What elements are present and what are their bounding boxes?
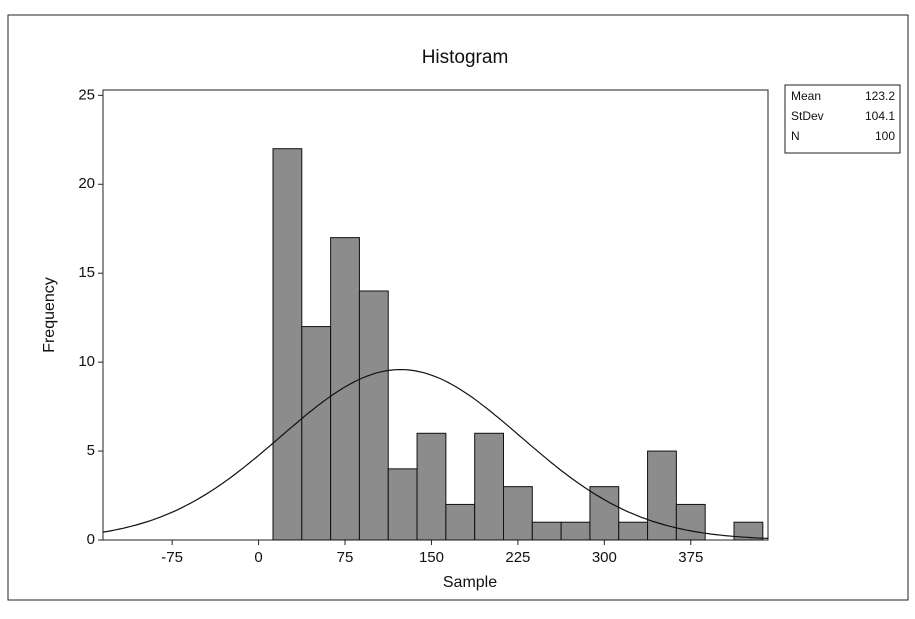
bar (589, 486, 620, 541)
bar (301, 326, 332, 541)
bar (445, 503, 476, 541)
stats-label: Mean (791, 89, 821, 103)
x-tick-label: 75 (337, 549, 354, 566)
y-tick-label: 0 (87, 531, 95, 548)
y-tick-label: 25 (78, 86, 95, 103)
x-tick-label: 0 (254, 549, 262, 566)
bar (531, 521, 562, 541)
x-tick-label: -75 (161, 549, 183, 566)
x-tick-label: 300 (592, 549, 617, 566)
bar (272, 148, 303, 541)
y-tick-label: 5 (87, 442, 95, 459)
stats-value: 123.2 (865, 89, 895, 103)
bar (330, 237, 360, 541)
bar (560, 521, 591, 541)
bar (675, 503, 706, 541)
stats-label: N (791, 129, 800, 143)
x-tick-label: 150 (419, 549, 444, 566)
x-tick-label: 375 (678, 549, 703, 566)
bar (416, 432, 447, 541)
normal-fit-curve (102, 369, 769, 539)
stats-value: 100 (875, 129, 895, 143)
bar (474, 432, 504, 541)
bar (387, 468, 418, 541)
y-tick-label: 20 (78, 175, 95, 192)
stats-label: StDev (791, 109, 824, 123)
x-tick-label: 225 (505, 549, 530, 566)
y-tick-label: 10 (78, 353, 95, 370)
y-tick-label: 15 (78, 264, 95, 281)
bar (647, 450, 677, 541)
x-axis-label: Sample (443, 574, 497, 591)
bar (733, 521, 764, 541)
bar (618, 521, 649, 541)
stats-value: 104.1 (865, 109, 895, 123)
stats-box (784, 84, 901, 154)
bar (358, 290, 389, 541)
bar (502, 486, 533, 541)
chart-title: Histogram (422, 47, 509, 68)
y-axis-label: Frequency (41, 277, 58, 353)
